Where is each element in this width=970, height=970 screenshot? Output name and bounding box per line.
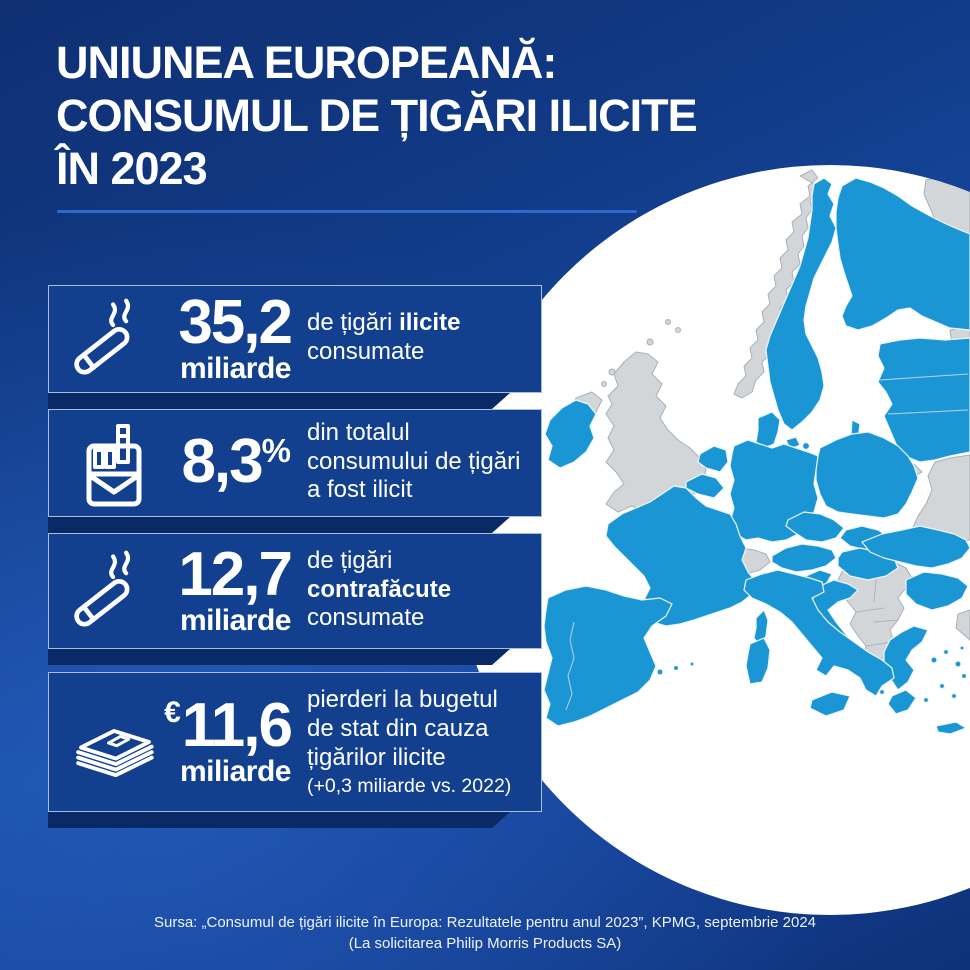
title-divider <box>57 210 637 213</box>
stat-value: 11,6 <box>181 691 293 761</box>
stat-description: pierderi la bugetul de stat din cauza ți… <box>307 686 521 798</box>
stat-box-counterfeit-consumed: 12,7 miliarde de țigări contrafăcute con… <box>48 533 542 649</box>
country-belgium <box>685 473 725 499</box>
country-netherlands <box>697 445 729 473</box>
stat-box-ribbon <box>48 812 510 828</box>
stat-unit: miliarde <box>179 754 292 788</box>
percent-sup: % <box>261 432 291 470</box>
stat-description: de țigări contrafăcute consumate <box>307 546 452 632</box>
stat-description: de țigări ilicite consumate <box>307 309 461 365</box>
country-italy <box>743 569 895 697</box>
island-sicily <box>809 691 851 717</box>
stat-value-block: 35,2 miliarde <box>163 288 293 385</box>
stat-value: 12,7 <box>178 540 293 610</box>
country-finland <box>835 177 970 331</box>
stat-box-illicit-share: 8,3% din totalul consumului de țigări a … <box>48 409 542 517</box>
source-line-1: Sursa: „Consumul de țigări ilicite în Eu… <box>153 914 816 931</box>
stat-value-block: 8,3% <box>163 427 291 497</box>
cigarette-pack-icon <box>65 418 163 508</box>
title-line-1: UNIUNEA EUROPEANĂ: <box>56 37 557 88</box>
region-iberia <box>543 585 673 727</box>
stat-value: 35,2 <box>178 288 293 358</box>
stat-unit: miliarde <box>179 351 292 385</box>
border-portugal-spain <box>565 621 575 711</box>
stat-box-ribbon <box>48 649 510 665</box>
title-line-2: CONSUMUL DE ȚIGĂRI ILICITE <box>56 90 698 141</box>
baltic-internal-borders <box>879 373 969 415</box>
stat-unit: miliarde <box>179 603 292 637</box>
region-peloponnese <box>887 689 917 715</box>
stat-value-block: €11,6 miliarde <box>163 691 293 788</box>
stat-value: 8,3 <box>181 427 263 497</box>
country-poland <box>815 431 919 519</box>
country-romania <box>861 525 970 569</box>
country-denmark <box>755 411 781 449</box>
island-crete <box>935 721 967 735</box>
country-norway <box>733 169 819 399</box>
country-bulgaria <box>905 571 969 611</box>
stat-box-illicit-consumed: 35,2 miliarde de țigări ilicite consumat… <box>48 285 542 393</box>
page-title: UNIUNEA EUROPEANĂ: CONSUMUL DE ȚIGĂRI IL… <box>56 36 698 195</box>
balearic-islands <box>656 661 695 676</box>
stat-value-block: 12,7 miliarde <box>163 540 293 637</box>
stat-note: (+0,3 miliarde vs. 2022) <box>307 774 512 797</box>
scottish-islands <box>601 319 681 387</box>
cigarette-icon <box>65 549 163 633</box>
cigarette-icon <box>65 297 163 381</box>
currency-sup: € <box>164 696 181 730</box>
banknotes-icon <box>65 704 163 780</box>
source-note: Sursa: „Consumul de țigări ilicite în Eu… <box>0 912 970 954</box>
source-line-2: (La solicitarea Philip Morris Products S… <box>348 935 622 952</box>
country-turkey-tip <box>955 609 970 641</box>
stat-box-ribbon <box>48 393 510 409</box>
stat-description: din totalul consumului de țigări a fost … <box>307 418 521 504</box>
stat-box-ribbon <box>48 517 510 533</box>
country-austria <box>771 543 837 573</box>
island-sardinia <box>745 637 771 685</box>
title-line-3: ÎN 2023 <box>56 143 208 194</box>
country-ireland <box>544 399 597 469</box>
stat-box-budget-losses: €11,6 miliarde pierderi la bugetul de st… <box>48 672 542 812</box>
country-sweden <box>765 177 837 431</box>
country-czechia <box>785 511 845 543</box>
